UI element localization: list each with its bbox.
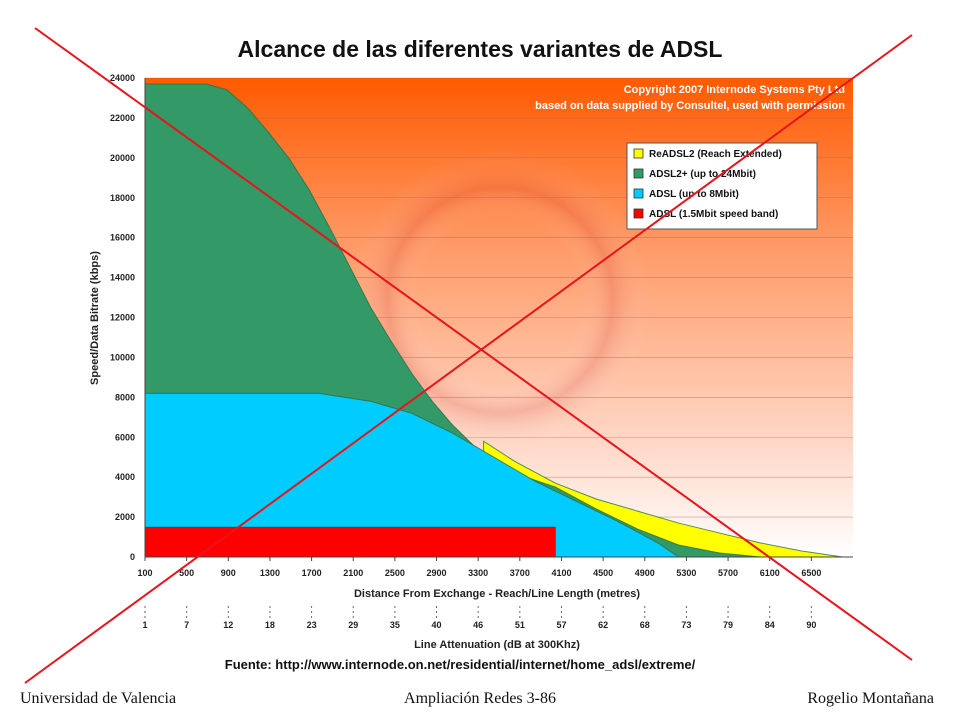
y-tick-label: 20000	[110, 153, 135, 163]
x-tick-label: 5700	[718, 568, 738, 578]
legend-swatch-adsl2plus	[633, 168, 644, 179]
x2-tick-label: 73	[681, 620, 691, 630]
y-tick-labels: 0 2000 4000 6000 8000 10000 12000 14000 16000 180…	[110, 73, 135, 562]
x-tick-label: 4900	[635, 568, 655, 578]
x-tick-label: 1300	[260, 568, 280, 578]
x2-tick-label: 23	[307, 620, 317, 630]
x2-axis-label: Line Attenuation (dB at 300Khz)	[414, 639, 580, 651]
legend-swatch-adsl15	[633, 208, 644, 219]
x2-tick-labels: 1 7 12 18 23 29 35 40 46 51 57 62 68 73 79 84 90	[142, 606, 816, 630]
cross-line-1	[34, 27, 913, 661]
x-tick-labels: 100 500 900 1300 1700 2100 2500 2900 3300 3700 410…	[137, 557, 821, 578]
x-tick-label: 4100	[551, 568, 571, 578]
y-axis-label: Speed/Data Bitrate (kbps)	[89, 251, 101, 385]
y-tick-label: 4000	[115, 472, 135, 482]
x-tick-label: 6100	[760, 568, 780, 578]
legend-swatch-readsl2	[633, 148, 644, 159]
copyright-line-2: based on data supplied by Consultel, use…	[535, 100, 845, 112]
x2-tick-label: 62	[598, 620, 608, 630]
footer-center: Ampliación Redes 3-86	[404, 690, 556, 707]
x-tick-label: 3700	[510, 568, 530, 578]
x2-tick-label: 68	[640, 620, 650, 630]
footer-right: Rogelio Montañana	[807, 690, 934, 707]
y-tick-label: 18000	[110, 193, 135, 203]
slide-title: Alcance de las diferentes variantes de A…	[237, 36, 723, 62]
area-series	[144, 83, 843, 558]
x-tick-label: 6500	[801, 568, 821, 578]
x2-tick-label: 12	[223, 620, 233, 630]
x2-tick-label: 46	[473, 620, 483, 630]
x-tick-label: 2500	[385, 568, 405, 578]
legend-label-adsl15: ADSL (1.5Mbit speed band)	[649, 209, 778, 220]
x-tick-label: 3300	[468, 568, 488, 578]
y-tick-label: 10000	[110, 352, 135, 362]
x-tick-label: 4500	[593, 568, 613, 578]
x-tick-label: 500	[179, 568, 194, 578]
x-tick-label: 2100	[343, 568, 363, 578]
cross-line-2	[24, 34, 913, 684]
x2-tick-label: 57	[556, 620, 566, 630]
x2-tick-label: 79	[723, 620, 733, 630]
x-tick-label: 100	[137, 568, 152, 578]
copyright-line-1: Copyright 2007 Internode Systems Pty Ltd	[624, 84, 845, 96]
y-tick-label: 0	[130, 552, 135, 562]
y-tick-label: 16000	[110, 233, 135, 243]
y-tick-label: 8000	[115, 392, 135, 402]
source-caption: Fuente: http://www.internode.on.net/resi…	[224, 657, 696, 672]
y-tick-label: 24000	[110, 73, 135, 83]
x-tick-label: 2900	[427, 568, 447, 578]
x-tick-label: 5300	[676, 568, 696, 578]
y-tick-label: 12000	[110, 313, 135, 323]
x2-tick-label: 29	[348, 620, 358, 630]
x2-tick-label: 84	[765, 620, 775, 630]
footer-left: Universidad de Valencia	[20, 690, 177, 707]
x2-tick-label: 1	[142, 620, 147, 630]
x2-tick-label: 35	[390, 620, 400, 630]
legend-label-adsl2plus: ADSL2+ (up to 24Mbit)	[649, 169, 756, 180]
x-axis-label: Distance From Exchange - Reach/Line Leng…	[354, 588, 640, 600]
x-tick-label: 1700	[302, 568, 322, 578]
legend-swatch-adsl8	[633, 188, 644, 199]
y-tick-label: 14000	[110, 273, 135, 283]
x2-tick-label: 7	[184, 620, 189, 630]
x2-tick-label: 40	[432, 620, 442, 630]
legend-box	[626, 142, 818, 230]
axes	[144, 78, 853, 558]
y-tick-label: 6000	[115, 432, 135, 442]
x2-tick-label: 18	[265, 620, 275, 630]
watermark-swirl	[350, 150, 650, 450]
x-tick-label: 900	[221, 568, 236, 578]
area-adsl8	[144, 392, 681, 558]
legend-label-readsl2: ReADSL2 (Reach Extended)	[649, 149, 782, 160]
y-tick-label: 2000	[115, 512, 135, 522]
y-tick-label: 22000	[110, 113, 135, 123]
x2-tick-label: 90	[806, 620, 816, 630]
x2-tick-label: 51	[515, 620, 525, 630]
